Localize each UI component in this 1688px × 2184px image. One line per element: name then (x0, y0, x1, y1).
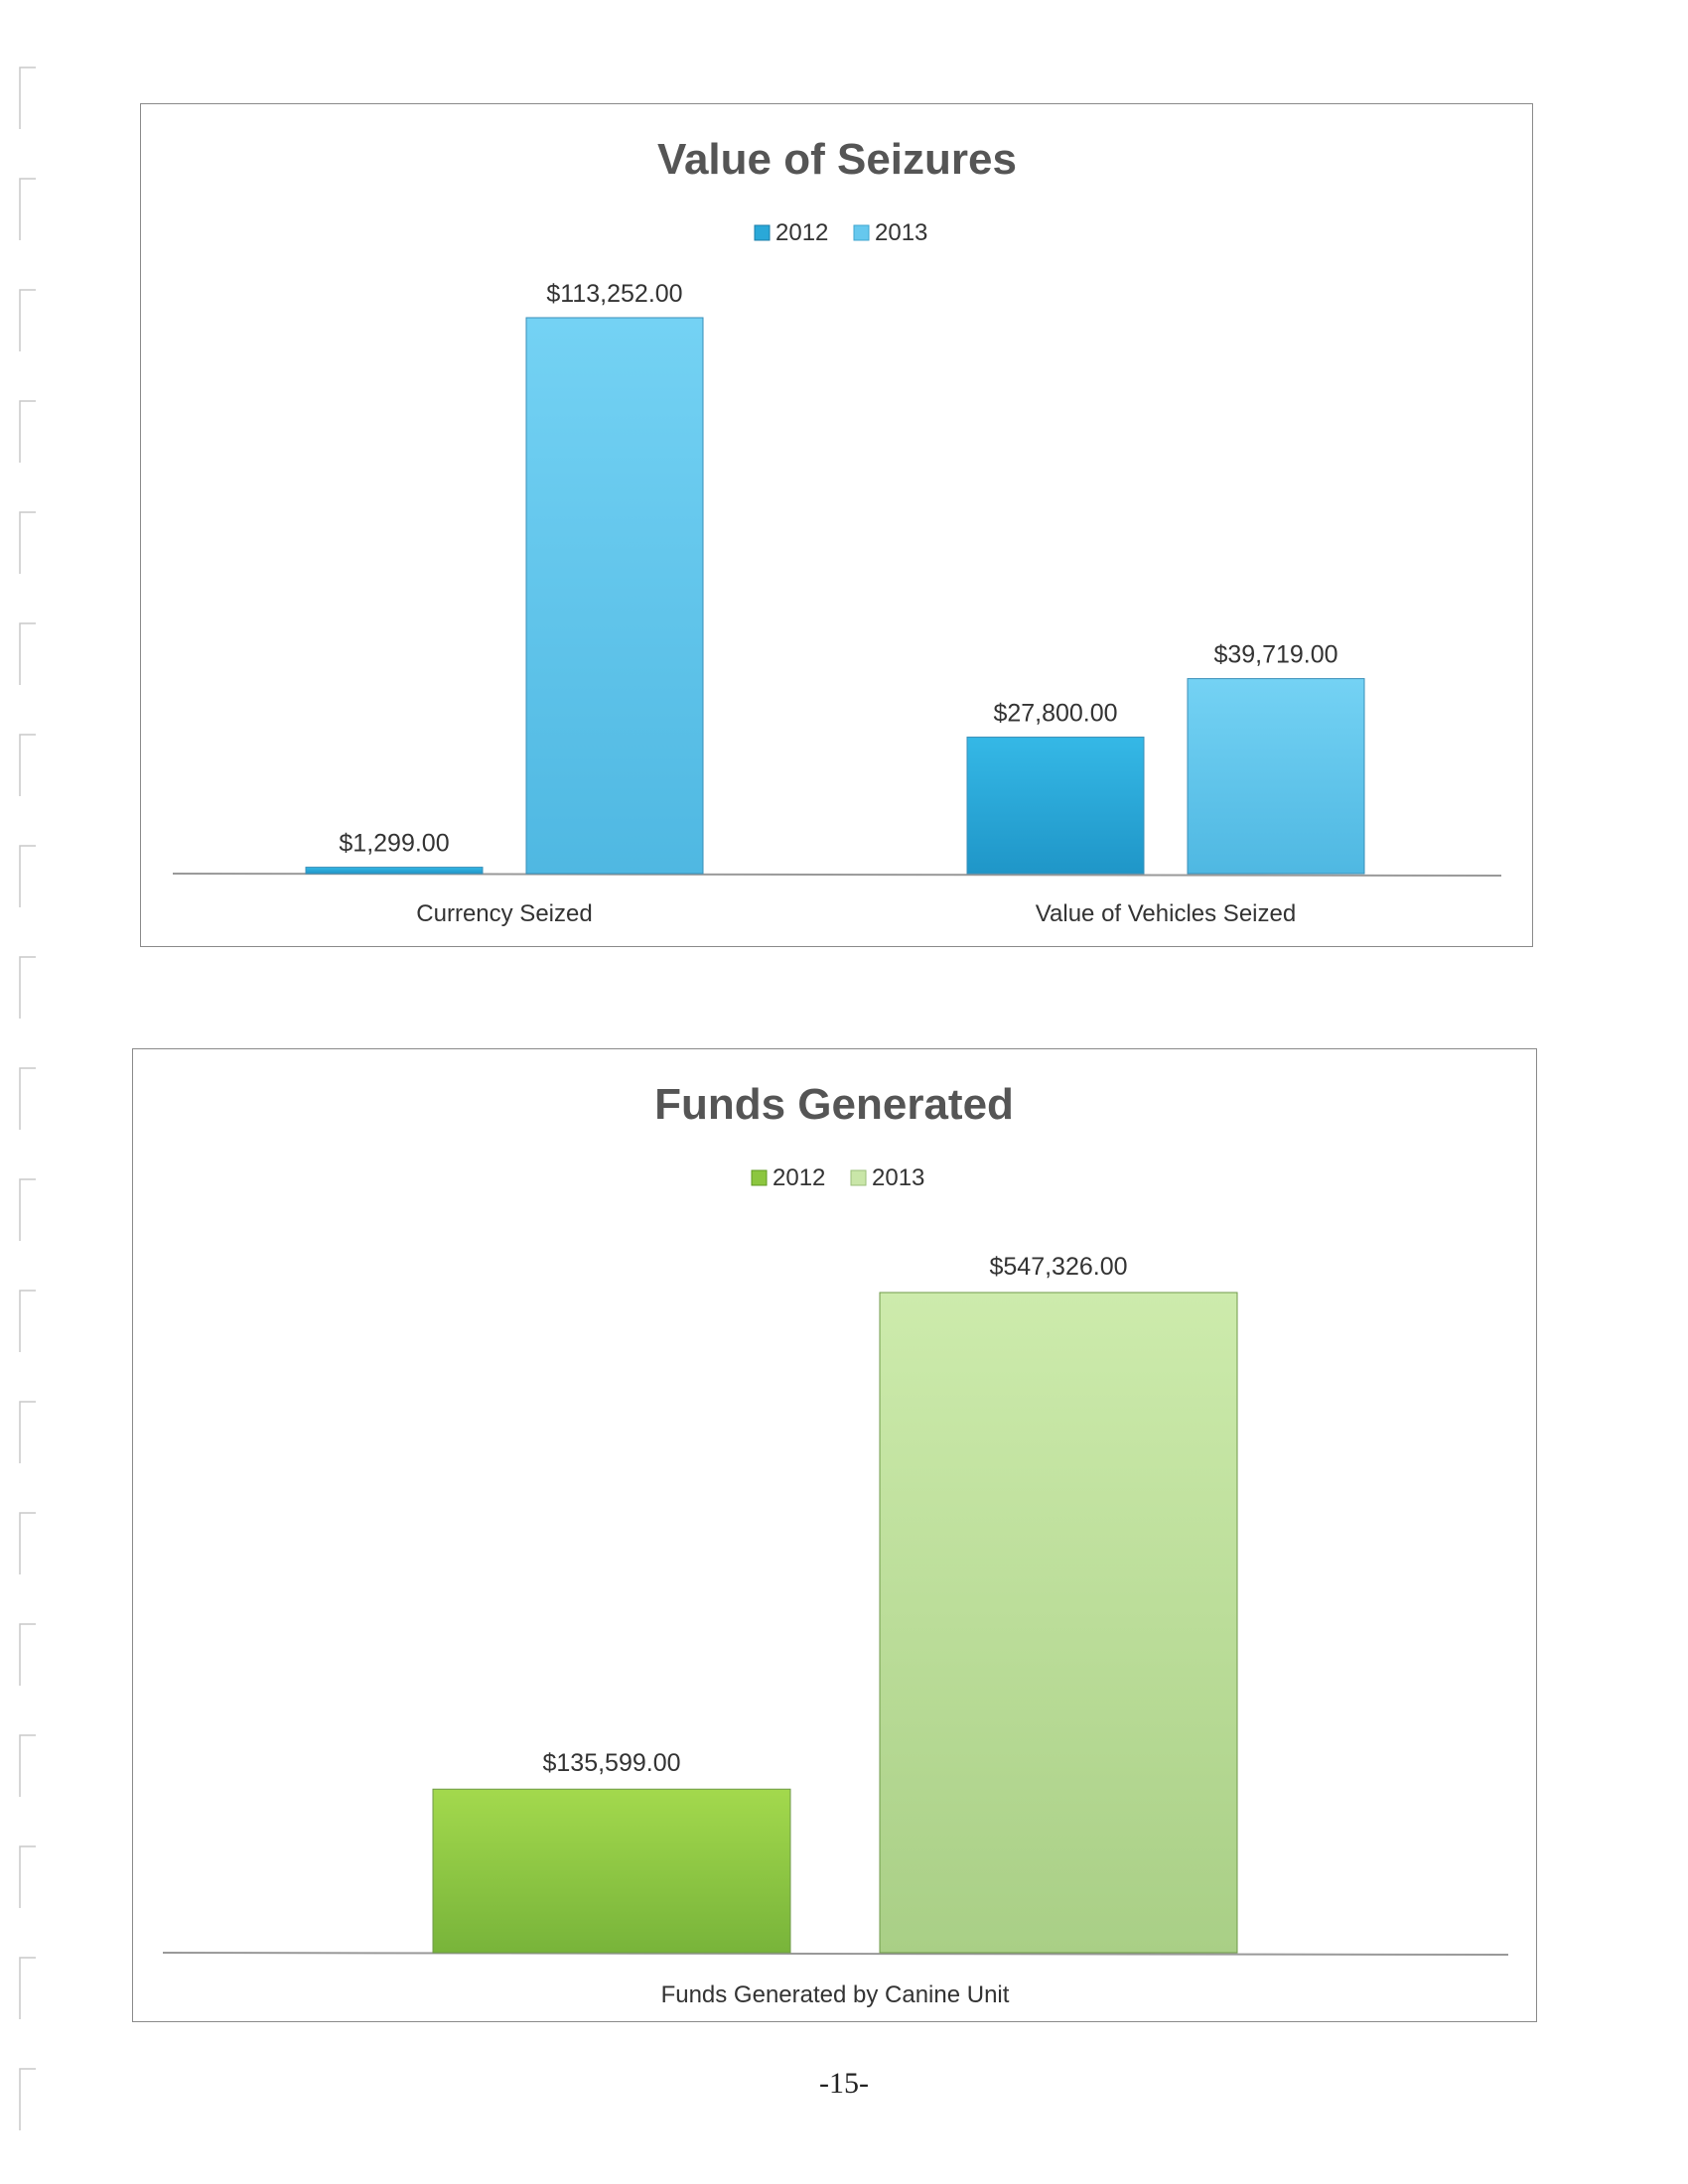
binder-mark (19, 1734, 36, 1797)
legend-swatch-2012 (754, 224, 771, 241)
binder-mark (19, 1512, 36, 1574)
binder-mark (19, 1845, 36, 1908)
binder-mark (19, 289, 36, 351)
bar-funds-generated-by-canine-unit-2012 (432, 1788, 791, 1954)
data-label-currency-seized-2013: $113,252.00 (546, 280, 682, 308)
legend-label-2013: 2013 (872, 1164, 924, 1191)
legend-swatch-2012 (751, 1169, 768, 1186)
data-label-value-of-vehicles-seized-2012: $27,800.00 (993, 700, 1117, 728)
legend-swatch-2013 (853, 224, 870, 241)
page-number: -15- (819, 2067, 869, 2100)
value-of-seizures-chart-svg: Value of Seizures 2012 2013 $1,299.00 $11… (172, 135, 1502, 927)
binder-mark (19, 178, 36, 240)
bar-currency-seized-2012 (305, 867, 484, 875)
category-label-vehicles-seized: Value of Vehicles Seized (1036, 900, 1296, 927)
data-label-currency-seized-2012: $1,299.00 (339, 830, 449, 858)
bar-currency-seized-2013 (525, 317, 704, 875)
legend-swatch-2013 (850, 1169, 867, 1186)
legend-label-2012: 2012 (773, 1164, 825, 1191)
binder-mark (19, 1178, 36, 1241)
binder-mark (19, 845, 36, 907)
x-axis (162, 1952, 1509, 1956)
data-label-funds-generated-by-canine-unit-2012: $135,599.00 (542, 1749, 680, 1777)
bars (305, 317, 1365, 875)
binder-mark (19, 734, 36, 796)
category-label-funds-generated: Funds Generated by Canine Unit (661, 1981, 1010, 2008)
funds-generated-chart-svg: Funds Generated 2012 2013 $135,599.00 $54… (162, 1080, 1509, 2008)
legend: 2012 2013 (751, 1164, 924, 1191)
bars (432, 1292, 1238, 1954)
funds-generated-chart: Funds Generated 2012 2013 $135,599.00 $54… (132, 1048, 1537, 2022)
binder-mark (19, 400, 36, 463)
binder-mark (19, 1957, 36, 2019)
legend-label-2013: 2013 (875, 219, 927, 246)
binder-mark (19, 1290, 36, 1352)
data-labels: $135,599.00 $547,326.00 (542, 1253, 1127, 1777)
legend-label-2012: 2012 (775, 219, 828, 246)
binder-mark (19, 956, 36, 1019)
value-of-seizures-chart: Value of Seizures 2012 2013 $1,299.00 $11… (140, 103, 1533, 947)
chart-title: Value of Seizures (657, 135, 1017, 184)
bar-value-of-vehicles-seized-2012 (966, 737, 1145, 875)
category-label-currency-seized: Currency Seized (416, 900, 592, 927)
legend: 2012 2013 (754, 219, 927, 246)
binder-mark (19, 511, 36, 574)
data-labels: $1,299.00 $113,252.00 $27,800.00 $39,719.00 (339, 280, 1337, 858)
data-label-value-of-vehicles-seized-2013: $39,719.00 (1213, 641, 1337, 669)
binder-mark (19, 1623, 36, 1686)
binder-mark (19, 1067, 36, 1130)
bar-value-of-vehicles-seized-2013 (1187, 678, 1365, 875)
data-label-funds-generated-by-canine-unit-2013: $547,326.00 (989, 1253, 1127, 1281)
binder-mark (19, 1401, 36, 1463)
binder-mark (19, 622, 36, 685)
binder-mark (19, 67, 36, 129)
bar-funds-generated-by-canine-unit-2013 (879, 1292, 1238, 1954)
binder-hole-marks (19, 67, 36, 2130)
binder-mark (19, 2068, 36, 2130)
chart-title: Funds Generated (654, 1080, 1014, 1129)
